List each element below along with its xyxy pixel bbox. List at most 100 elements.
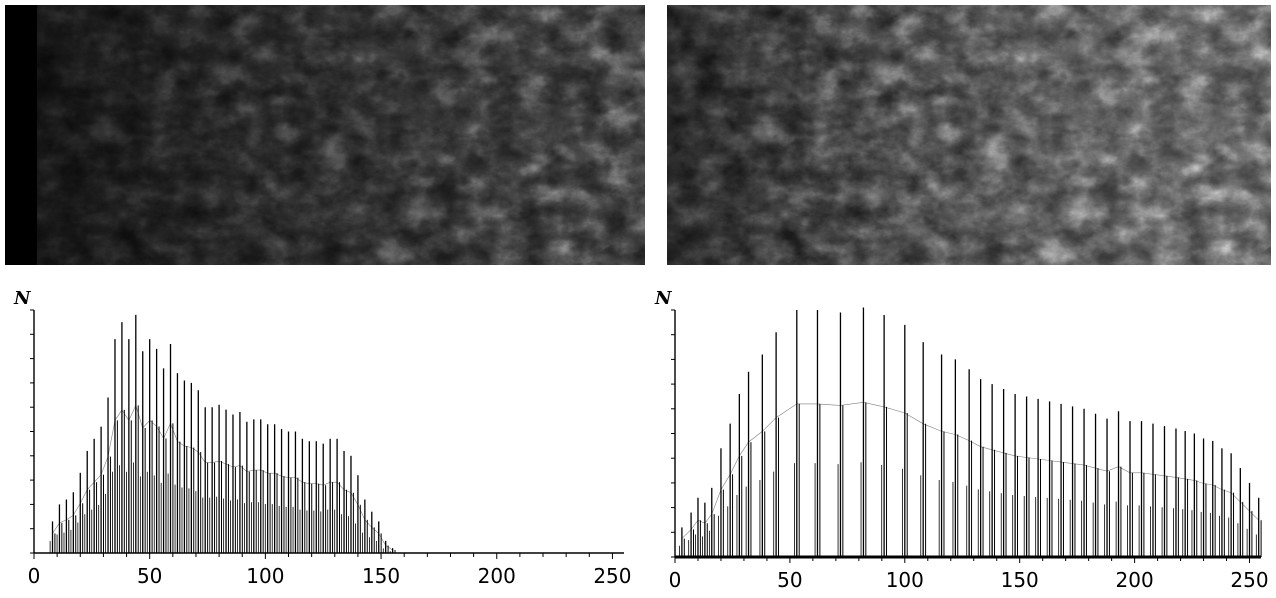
histogram-bar <box>327 438 334 553</box>
histogram-bar <box>966 369 973 557</box>
histogram-bar <box>1081 408 1087 557</box>
histogram-bar <box>708 487 715 557</box>
histogram-bar <box>1138 421 1145 557</box>
histogram-bar <box>230 414 236 553</box>
histogram-bar <box>362 499 368 553</box>
x-tick-label: 100 <box>246 564 284 588</box>
histogram-bar <box>181 380 188 553</box>
histogram-bar <box>688 512 694 557</box>
histogram-bar <box>1012 393 1019 557</box>
histogram-bar <box>188 382 195 553</box>
histogram-bar <box>91 438 98 553</box>
histogram-bar <box>271 424 278 553</box>
histogram-bar <box>56 504 63 553</box>
x-tick-label: 250 <box>593 564 631 588</box>
x-tick-label: 200 <box>478 564 516 588</box>
histogram-bars <box>49 314 396 553</box>
histogram-bar <box>153 348 160 553</box>
histogram-bar <box>195 390 202 553</box>
histogram-bar <box>736 393 743 557</box>
histogram-bar <box>920 342 927 557</box>
histogram-bar <box>216 404 222 553</box>
histogram-bar <box>1092 413 1099 557</box>
histogram-bar <box>389 548 396 553</box>
histogram-envelope <box>52 404 393 551</box>
histogram-bar <box>70 492 77 553</box>
histogram-bar <box>133 314 139 553</box>
x-tick-label: 150 <box>1001 568 1039 592</box>
histogram-bar <box>84 450 91 553</box>
histogram-bar <box>63 499 70 553</box>
histogram-bar <box>98 426 104 553</box>
histogram-bar <box>146 339 153 553</box>
histogram-bar <box>223 409 229 553</box>
histogram-bar <box>320 443 327 553</box>
histogram-bar <box>1255 497 1262 557</box>
histogram-bar <box>1000 389 1007 557</box>
histogram-bar <box>1161 426 1168 557</box>
x-tick-label: 0 <box>28 564 41 588</box>
histogram-bar <box>313 441 320 553</box>
histogram-bar <box>1115 411 1122 557</box>
original-terrain-image <box>5 5 645 265</box>
contrast-stretched-terrain-image <box>667 5 1271 265</box>
histogram-bar <box>278 429 285 553</box>
histogram-bar <box>989 384 996 557</box>
histogram-bar <box>1209 440 1216 557</box>
histogram-bar <box>139 351 146 553</box>
histogram-bar <box>285 431 292 553</box>
histogram-bar <box>77 472 84 553</box>
histogram-bar <box>1127 421 1133 557</box>
histogram-bar <box>881 314 888 557</box>
histogram-bars <box>679 307 1262 557</box>
histogram-bar <box>793 310 800 557</box>
histogram-bar <box>105 397 111 553</box>
histogram-bar <box>1058 403 1064 557</box>
histogram-bar <box>257 419 264 553</box>
histogram-bar <box>1104 418 1110 557</box>
histogram-bar <box>837 312 844 557</box>
histogram-bar <box>251 419 257 553</box>
histogram-bar <box>773 332 780 557</box>
histogram-bar <box>119 322 125 553</box>
histogram-bar <box>718 448 724 557</box>
histogram-bar <box>1023 396 1030 557</box>
histogram-bar <box>938 354 945 557</box>
histogram-bar <box>174 373 181 553</box>
histogram-bar <box>112 339 118 553</box>
terrain-texture-right <box>667 5 1271 265</box>
histogram-bar <box>679 527 685 557</box>
histogram-bar <box>299 438 306 553</box>
histogram-bar <box>292 431 299 553</box>
histogram-bar <box>902 324 908 557</box>
histogram-bar <box>952 359 959 557</box>
histogram-bar <box>814 310 821 557</box>
histogram-bar <box>695 497 701 557</box>
histogram-bar <box>1150 423 1156 557</box>
histogram-bar <box>759 354 766 557</box>
x-tick-label: 50 <box>137 564 162 588</box>
histogram-bar <box>1182 431 1189 557</box>
histogram-bar <box>1046 401 1053 557</box>
histogram-bar <box>237 412 243 553</box>
histogram-envelope <box>681 401 1259 539</box>
histogram-bar <box>860 307 867 557</box>
histogram-bar <box>49 521 56 553</box>
histogram-bar <box>1173 428 1179 557</box>
histogram-bar <box>334 438 340 553</box>
histogram-bar <box>702 502 708 557</box>
histogram-bar <box>1228 453 1235 557</box>
x-tick-label: 50 <box>777 568 802 592</box>
histogram-bar <box>369 511 375 553</box>
y-axis-label: N <box>13 288 32 309</box>
histogram-bar <box>1200 438 1207 557</box>
histogram-bar <box>1191 433 1198 557</box>
histogram-bar <box>306 441 313 553</box>
x-tick-label: 100 <box>886 568 924 592</box>
histogram-stretched: N 0 50 100 150 200 250 <box>650 280 1276 598</box>
histogram-bar <box>375 521 382 553</box>
histogram-original: N 0 50 100 150 200 250 <box>10 280 635 598</box>
histogram-bar <box>745 371 752 557</box>
y-axis-label: N <box>654 288 673 309</box>
x-tick-label: 0 <box>669 568 682 592</box>
